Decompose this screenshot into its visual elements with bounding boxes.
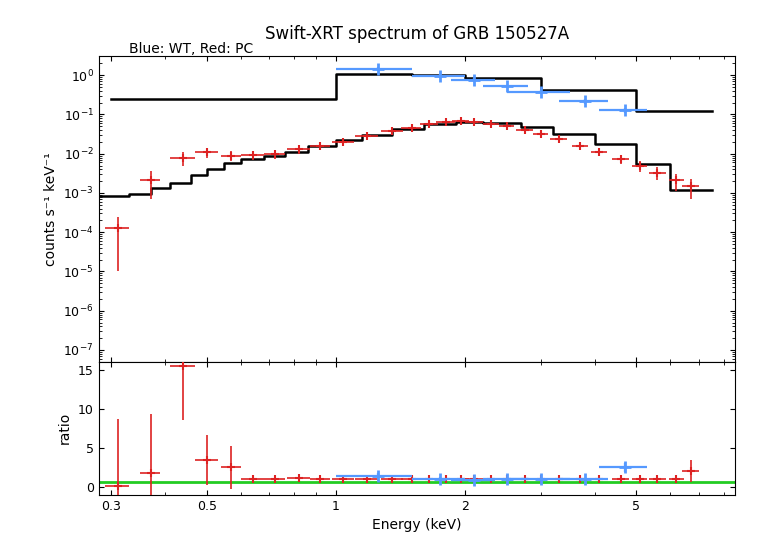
Y-axis label: counts s⁻¹ keV⁻¹: counts s⁻¹ keV⁻¹ [44, 152, 58, 266]
X-axis label: Energy (keV): Energy (keV) [372, 518, 462, 532]
Text: Swift-XRT spectrum of GRB 150527A: Swift-XRT spectrum of GRB 150527A [265, 25, 569, 43]
Text: Blue: WT, Red: PC: Blue: WT, Red: PC [129, 42, 253, 56]
Y-axis label: ratio: ratio [58, 412, 72, 444]
